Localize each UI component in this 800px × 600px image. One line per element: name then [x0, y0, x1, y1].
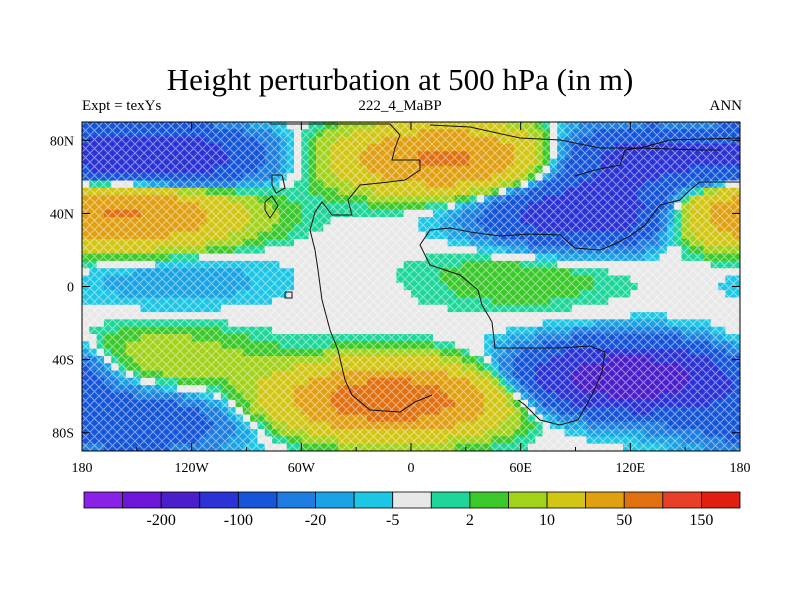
run-label: 222_4_MaBP: [358, 98, 442, 114]
colorbar-label: -20: [305, 512, 326, 529]
hatch-overlay: [82, 122, 740, 451]
y-tick-label: 80S: [52, 427, 74, 442]
colorbar-swatch: [546, 491, 587, 509]
axis-tick-labels: 180 120W 60W 0 60E 120E 180 80N 40N 0 40S 80S: [50, 134, 751, 476]
colorbar-swatch: [237, 491, 278, 509]
axis-ticks: [81, 122, 741, 451]
colorbar-label: -5: [386, 512, 399, 529]
colorbar-labels: -200 -100 -20 -5 2 10 50 150: [147, 512, 714, 529]
x-tick-label: 60W: [288, 461, 316, 476]
colorbar-swatch: [623, 491, 664, 509]
colorbar-swatch: [199, 491, 239, 509]
coastline-asia-east: [574, 147, 720, 177]
colorbar-swatch: [83, 491, 123, 509]
colorbar: [83, 491, 741, 509]
y-tick-label: 80N: [50, 134, 74, 149]
colorbar-label: -100: [224, 512, 253, 529]
colorbar-swatch: [160, 491, 201, 509]
colorbar-swatch: [508, 491, 548, 509]
coastlines: [264, 123, 740, 426]
y-tick-label: 40S: [52, 354, 74, 369]
x-tick-label: 0: [408, 461, 415, 476]
experiment-label: Expt = texYs: [82, 98, 162, 114]
y-tick-label: 0: [67, 281, 74, 296]
x-tick-label: 60E: [509, 461, 532, 476]
period-label: ANN: [709, 98, 743, 114]
coastline-africa-eurasia: [419, 124, 740, 426]
colorbar-swatch: [276, 491, 316, 509]
x-tick-label: 120W: [175, 461, 210, 476]
colorbar-label: 150: [689, 512, 713, 529]
y-tick-label: 40N: [50, 207, 74, 222]
colorbar-label: 50: [616, 512, 632, 529]
colorbar-label: 2: [466, 512, 474, 529]
colorbar-swatch: [662, 491, 702, 509]
colorbar-label: -200: [147, 512, 176, 529]
x-tick-label: 180: [730, 461, 751, 476]
chart-title: Height perturbation at 500 hPa (in m): [166, 62, 634, 97]
colorbar-swatch: [430, 491, 471, 509]
colorbar-swatch: [122, 491, 162, 509]
colorbar-swatch: [353, 491, 394, 509]
x-tick-label: 120E: [616, 461, 646, 476]
coastline-americas: [270, 123, 433, 413]
colorbar-swatch: [315, 491, 355, 509]
colorbar-label: 10: [539, 512, 555, 529]
coastline-greenland: [271, 174, 286, 194]
colorbar-swatch: [585, 491, 625, 509]
colorbar-swatch: [469, 491, 509, 509]
coastline-island: [284, 291, 293, 299]
colorbar-swatch: [701, 491, 741, 509]
x-tick-label: 180: [72, 461, 93, 476]
coastline-peninsula: [264, 195, 279, 219]
colorbar-swatch: [392, 491, 432, 509]
